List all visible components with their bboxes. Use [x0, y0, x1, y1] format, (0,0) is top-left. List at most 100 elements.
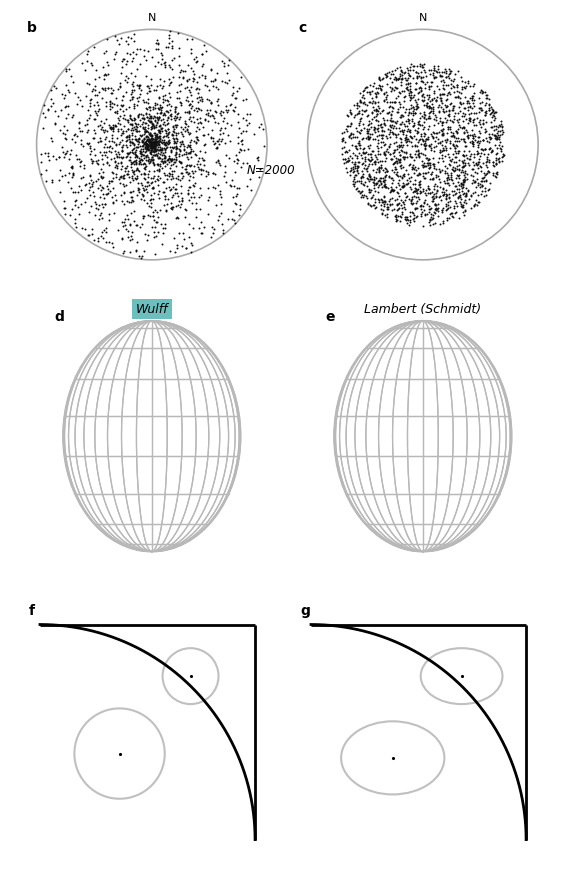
Point — [167, 152, 176, 166]
Point — [393, 103, 402, 116]
Point — [112, 148, 121, 162]
Point — [184, 126, 193, 140]
Point — [395, 209, 405, 223]
Point — [147, 137, 156, 151]
Point — [137, 129, 146, 143]
Point — [135, 221, 145, 235]
Point — [426, 159, 435, 173]
Point — [140, 173, 149, 187]
Point — [355, 127, 364, 141]
Point — [193, 87, 203, 101]
Point — [229, 104, 238, 118]
Point — [398, 180, 407, 194]
Point — [126, 94, 135, 108]
Point — [191, 165, 200, 179]
Point — [366, 139, 375, 153]
Point — [491, 123, 500, 136]
Point — [234, 182, 243, 196]
Point — [109, 207, 118, 221]
Point — [93, 154, 102, 168]
Point — [391, 122, 401, 136]
Point — [393, 193, 402, 207]
Point — [227, 212, 236, 226]
Point — [368, 106, 377, 120]
Point — [357, 191, 366, 205]
Point — [143, 80, 152, 94]
Point — [148, 140, 157, 154]
Point — [373, 103, 382, 117]
Point — [155, 127, 164, 141]
Point — [456, 177, 465, 191]
Point — [442, 142, 451, 156]
Point — [236, 144, 245, 158]
Point — [118, 100, 127, 114]
Point — [162, 105, 171, 119]
Point — [413, 136, 422, 150]
Point — [438, 116, 447, 130]
Point — [410, 60, 419, 74]
Point — [374, 115, 383, 129]
Point — [204, 169, 213, 182]
Point — [127, 157, 136, 171]
Point — [395, 149, 405, 163]
Point — [399, 168, 409, 182]
Point — [94, 136, 103, 149]
Point — [118, 104, 127, 118]
Point — [154, 138, 163, 152]
Point — [89, 235, 98, 249]
Point — [238, 156, 248, 170]
Point — [174, 212, 183, 226]
Point — [220, 170, 229, 184]
Point — [86, 145, 95, 159]
Point — [405, 106, 414, 120]
Point — [139, 172, 149, 186]
Point — [358, 104, 367, 118]
Point — [473, 135, 483, 149]
Point — [204, 190, 213, 204]
Point — [129, 143, 138, 157]
Point — [102, 56, 112, 70]
Point — [198, 164, 207, 178]
Point — [117, 232, 126, 246]
Point — [399, 201, 409, 215]
Point — [466, 80, 475, 94]
Point — [498, 140, 507, 154]
Point — [102, 45, 111, 59]
Point — [207, 124, 216, 138]
Point — [117, 32, 126, 46]
Point — [380, 149, 389, 163]
Point — [139, 167, 149, 181]
Point — [225, 178, 234, 192]
Point — [451, 90, 460, 104]
Point — [426, 64, 435, 78]
Point — [104, 209, 113, 222]
Point — [117, 195, 126, 209]
Point — [455, 86, 464, 100]
Point — [176, 167, 185, 181]
Point — [108, 129, 117, 143]
Point — [159, 96, 168, 109]
Point — [166, 183, 175, 197]
Point — [446, 195, 455, 209]
Point — [188, 222, 197, 236]
Point — [434, 59, 443, 73]
Point — [458, 179, 467, 193]
Point — [406, 129, 415, 143]
Point — [402, 148, 411, 162]
Point — [193, 156, 203, 169]
Point — [491, 158, 500, 172]
Point — [391, 81, 400, 95]
Point — [126, 234, 135, 248]
Point — [374, 163, 383, 176]
Point — [385, 106, 394, 120]
Point — [150, 133, 159, 147]
Point — [141, 139, 150, 153]
Point — [377, 125, 386, 139]
Point — [152, 133, 161, 147]
Point — [222, 117, 232, 131]
Point — [202, 104, 211, 118]
Point — [137, 129, 146, 143]
Point — [184, 153, 193, 167]
Point — [238, 94, 248, 108]
Point — [405, 125, 414, 139]
